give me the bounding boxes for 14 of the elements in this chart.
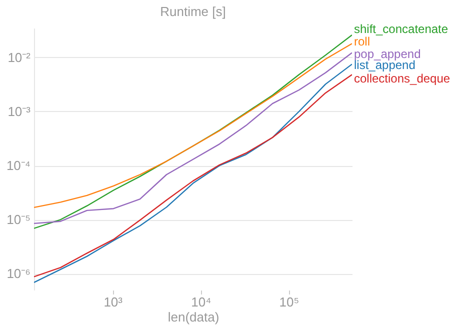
- y-tick-label: 10⁻³: [8, 104, 32, 119]
- x-axis-title: len(data): [168, 310, 220, 324]
- y-tick-label: 10⁻⁶: [6, 266, 30, 282]
- x-tick-label: 10⁴: [191, 294, 212, 310]
- series-label: roll: [354, 34, 370, 49]
- y-tick-label: 10⁻⁴: [6, 158, 30, 174]
- x-tick-label: 10³: [104, 294, 124, 310]
- series-label: shift_concatenate: [354, 22, 448, 36]
- y-tick-label: 10⁻²: [8, 50, 32, 65]
- chart-title: Runtime [s]: [160, 4, 226, 19]
- x-tick-label: 10⁵: [279, 294, 300, 310]
- series-label: pop_append: [354, 46, 421, 61]
- y-tick-label: 10⁻⁵: [6, 212, 30, 228]
- series-label: collections_deque: [354, 72, 450, 86]
